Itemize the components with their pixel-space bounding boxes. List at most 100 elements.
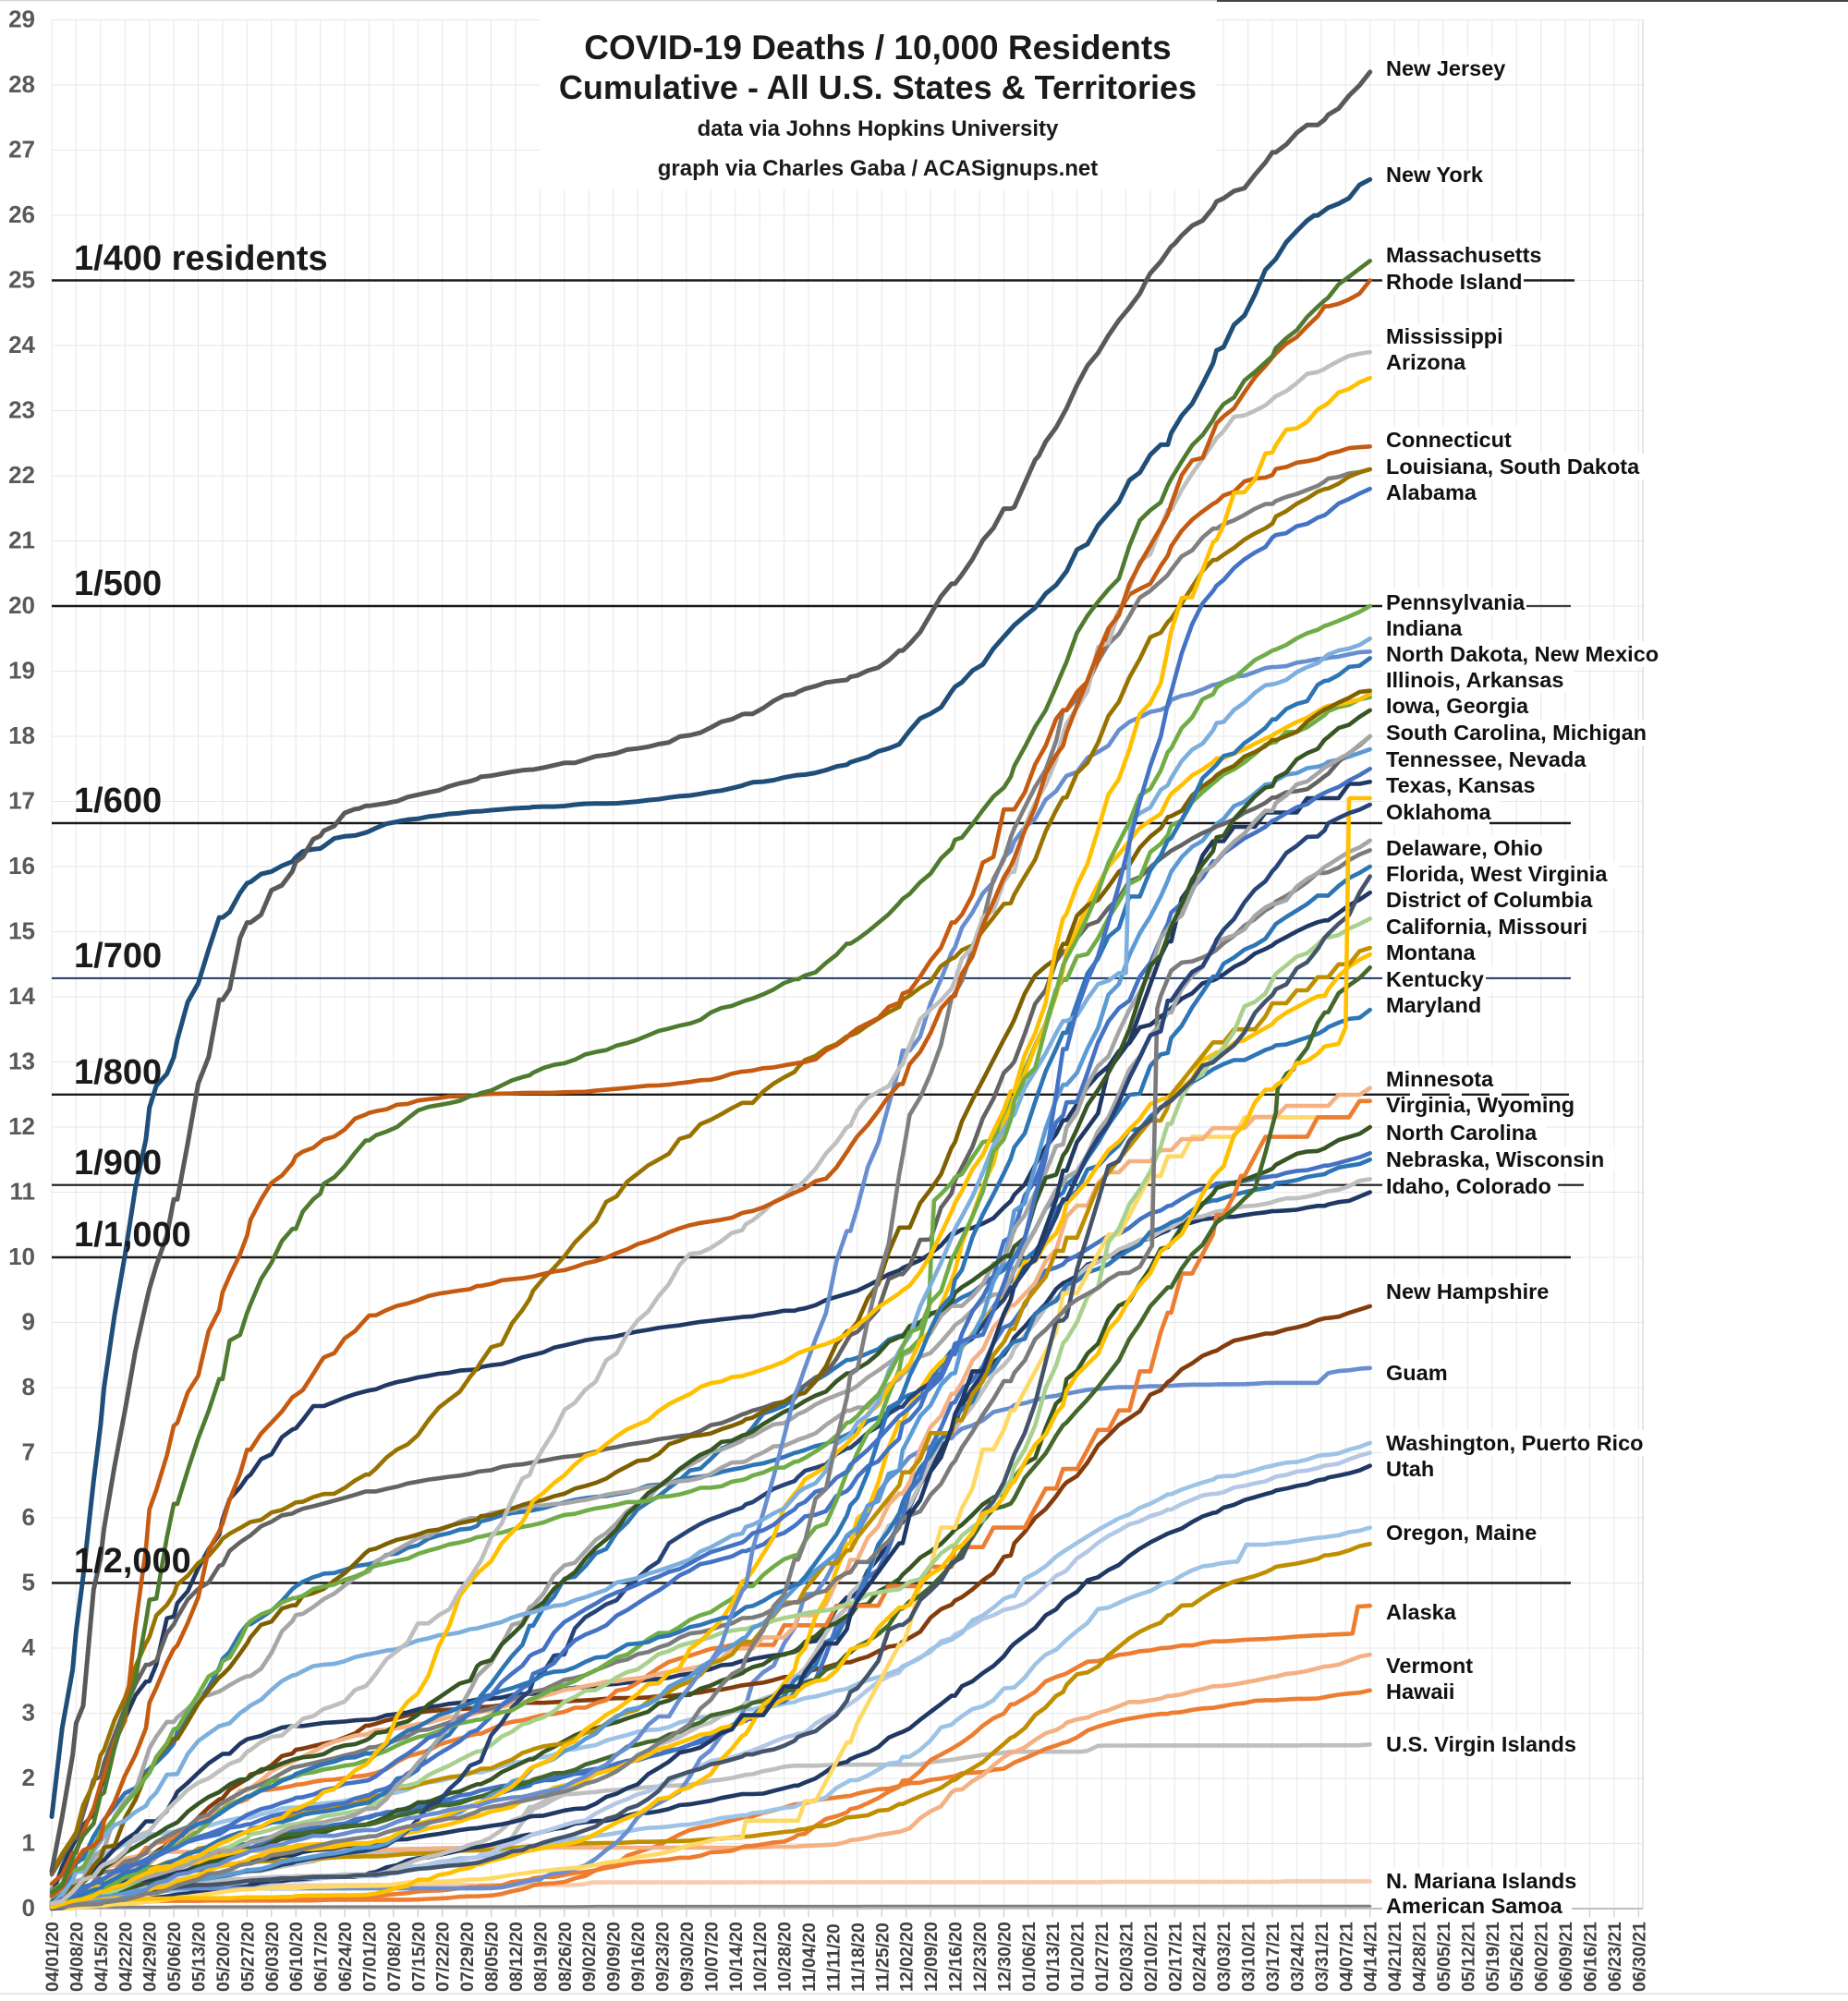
svg-text:16: 16 — [8, 852, 35, 879]
svg-text:graph via Charles Gaba / ACASi: graph via Charles Gaba / ACASignups.net — [658, 156, 1099, 181]
svg-text:6: 6 — [22, 1503, 35, 1531]
svg-text:18: 18 — [8, 722, 35, 749]
svg-text:7: 7 — [22, 1438, 35, 1466]
svg-text:10/28/20: 10/28/20 — [775, 1922, 796, 1992]
svg-text:4: 4 — [22, 1633, 36, 1661]
svg-text:03/17/21: 03/17/21 — [1263, 1922, 1283, 1992]
svg-text:28: 28 — [8, 70, 35, 98]
svg-text:3: 3 — [22, 1699, 35, 1727]
svg-text:08/19/20: 08/19/20 — [530, 1922, 551, 1992]
svg-text:07/22/20: 07/22/20 — [433, 1922, 454, 1992]
svg-text:09/16/20: 09/16/20 — [628, 1922, 649, 1992]
svg-text:11/25/20: 11/25/20 — [872, 1922, 893, 1992]
svg-text:1/500: 1/500 — [74, 564, 162, 603]
svg-text:04/28/21: 04/28/21 — [1410, 1922, 1430, 1992]
svg-text:11/04/20: 11/04/20 — [799, 1922, 820, 1992]
svg-text:08/05/20: 08/05/20 — [482, 1922, 503, 1992]
svg-text:1/600: 1/600 — [74, 782, 162, 820]
svg-text:Louisiana, South Dakota: Louisiana, South Dakota — [1386, 455, 1640, 479]
svg-text:08/12/20: 08/12/20 — [506, 1922, 527, 1992]
svg-text:Utah: Utah — [1386, 1457, 1434, 1481]
svg-text:Montana: Montana — [1386, 940, 1477, 964]
svg-text:Florida, West Virginia: Florida, West Virginia — [1386, 862, 1608, 886]
svg-text:08/26/20: 08/26/20 — [555, 1922, 576, 1992]
svg-text:17: 17 — [8, 787, 35, 815]
svg-text:North Dakota, New Mexico: North Dakota, New Mexico — [1386, 642, 1659, 666]
svg-text:07/15/20: 07/15/20 — [408, 1922, 429, 1992]
svg-text:10/14/20: 10/14/20 — [726, 1922, 747, 1992]
svg-text:01/20/21: 01/20/21 — [1068, 1922, 1088, 1992]
svg-text:06/17/20: 06/17/20 — [311, 1922, 332, 1992]
svg-text:06/10/20: 06/10/20 — [286, 1922, 307, 1992]
svg-text:02/17/21: 02/17/21 — [1165, 1922, 1185, 1992]
svg-text:Guam: Guam — [1386, 1361, 1448, 1385]
svg-text:03/31/21: 03/31/21 — [1312, 1922, 1332, 1992]
svg-text:data via Johns Hopkins Univers: data via Johns Hopkins University — [698, 116, 1059, 141]
svg-text:New Hampshire: New Hampshire — [1386, 1279, 1549, 1304]
svg-text:Oklahoma: Oklahoma — [1386, 800, 1492, 824]
svg-text:2: 2 — [22, 1764, 35, 1791]
svg-text:09/30/20: 09/30/20 — [677, 1922, 698, 1992]
svg-text:5: 5 — [22, 1569, 35, 1596]
svg-text:03/10/21: 03/10/21 — [1239, 1922, 1259, 1992]
svg-text:N. Mariana Islands: N. Mariana Islands — [1386, 1869, 1576, 1893]
svg-text:27: 27 — [8, 136, 35, 164]
svg-text:05/20/20: 05/20/20 — [213, 1922, 234, 1992]
svg-text:12/30/20: 12/30/20 — [994, 1922, 1015, 1992]
svg-text:04/07/21: 04/07/21 — [1336, 1922, 1356, 1992]
svg-text:24: 24 — [8, 331, 35, 358]
svg-text:03/03/21: 03/03/21 — [1214, 1922, 1234, 1992]
svg-text:05/13/20: 05/13/20 — [189, 1922, 210, 1992]
svg-text:06/23/21: 06/23/21 — [1605, 1922, 1625, 1992]
svg-text:New Jersey: New Jersey — [1386, 56, 1505, 80]
svg-text:05/27/20: 05/27/20 — [237, 1922, 258, 1992]
svg-text:22: 22 — [8, 461, 35, 489]
svg-text:1: 1 — [22, 1829, 35, 1857]
svg-text:04/22/20: 04/22/20 — [116, 1922, 136, 1992]
svg-text:02/10/21: 02/10/21 — [1141, 1922, 1161, 1992]
svg-text:11/11/20: 11/11/20 — [823, 1923, 844, 1992]
svg-text:11/18/20: 11/18/20 — [848, 1922, 869, 1992]
svg-text:26: 26 — [8, 200, 35, 228]
svg-text:05/06/20: 05/06/20 — [164, 1922, 185, 1992]
svg-text:04/14/21: 04/14/21 — [1361, 1922, 1381, 1992]
svg-text:U.S. Virgin Islands: U.S. Virgin Islands — [1386, 1732, 1576, 1756]
svg-text:1/2,000: 1/2,000 — [74, 1542, 191, 1581]
svg-text:04/15/20: 04/15/20 — [91, 1922, 112, 1992]
svg-text:Alaska: Alaska — [1386, 1600, 1457, 1624]
svg-text:02/03/21: 02/03/21 — [1117, 1922, 1137, 1992]
svg-text:06/24/20: 06/24/20 — [335, 1922, 356, 1992]
svg-text:11: 11 — [10, 1178, 36, 1206]
svg-text:1/700: 1/700 — [74, 937, 162, 976]
svg-text:02/24/21: 02/24/21 — [1190, 1922, 1210, 1992]
svg-text:07/08/20: 07/08/20 — [384, 1922, 405, 1992]
svg-text:New York: New York — [1386, 163, 1484, 187]
svg-text:Oregon, Maine: Oregon, Maine — [1386, 1521, 1537, 1545]
svg-text:29: 29 — [8, 6, 35, 33]
svg-text:Delaware, Ohio: Delaware, Ohio — [1386, 836, 1543, 860]
svg-text:Washington, Puerto Rico: Washington, Puerto Rico — [1386, 1431, 1644, 1455]
svg-text:19: 19 — [8, 657, 35, 685]
svg-text:Rhode Island: Rhode Island — [1386, 270, 1523, 294]
svg-text:1/800: 1/800 — [74, 1053, 162, 1092]
svg-text:05/05/21: 05/05/21 — [1434, 1922, 1454, 1992]
svg-text:Indiana: Indiana — [1386, 616, 1463, 640]
svg-text:01/27/21: 01/27/21 — [1092, 1922, 1112, 1992]
svg-text:01/06/21: 01/06/21 — [1019, 1922, 1040, 1992]
svg-text:American Samoa: American Samoa — [1386, 1894, 1563, 1918]
svg-text:13: 13 — [8, 1048, 35, 1075]
svg-text:12/02/20: 12/02/20 — [897, 1922, 918, 1992]
svg-text:21: 21 — [8, 527, 35, 554]
svg-text:03/24/21: 03/24/21 — [1287, 1922, 1307, 1992]
svg-text:Maryland: Maryland — [1386, 993, 1481, 1017]
svg-text:05/19/21: 05/19/21 — [1483, 1922, 1503, 1992]
svg-text:North Carolina: North Carolina — [1386, 1121, 1538, 1145]
svg-text:12/23/20: 12/23/20 — [970, 1922, 991, 1992]
svg-text:04/01/20: 04/01/20 — [43, 1922, 63, 1992]
svg-text:23: 23 — [8, 396, 35, 424]
svg-text:10: 10 — [8, 1243, 35, 1270]
svg-text:01/13/21: 01/13/21 — [1043, 1922, 1064, 1992]
svg-text:COVID-19 Deaths / 10,000 Resid: COVID-19 Deaths / 10,000 Residents — [584, 29, 1171, 67]
svg-text:South Carolina, Michigan: South Carolina, Michigan — [1386, 721, 1647, 745]
svg-text:Hawaii: Hawaii — [1386, 1680, 1454, 1704]
